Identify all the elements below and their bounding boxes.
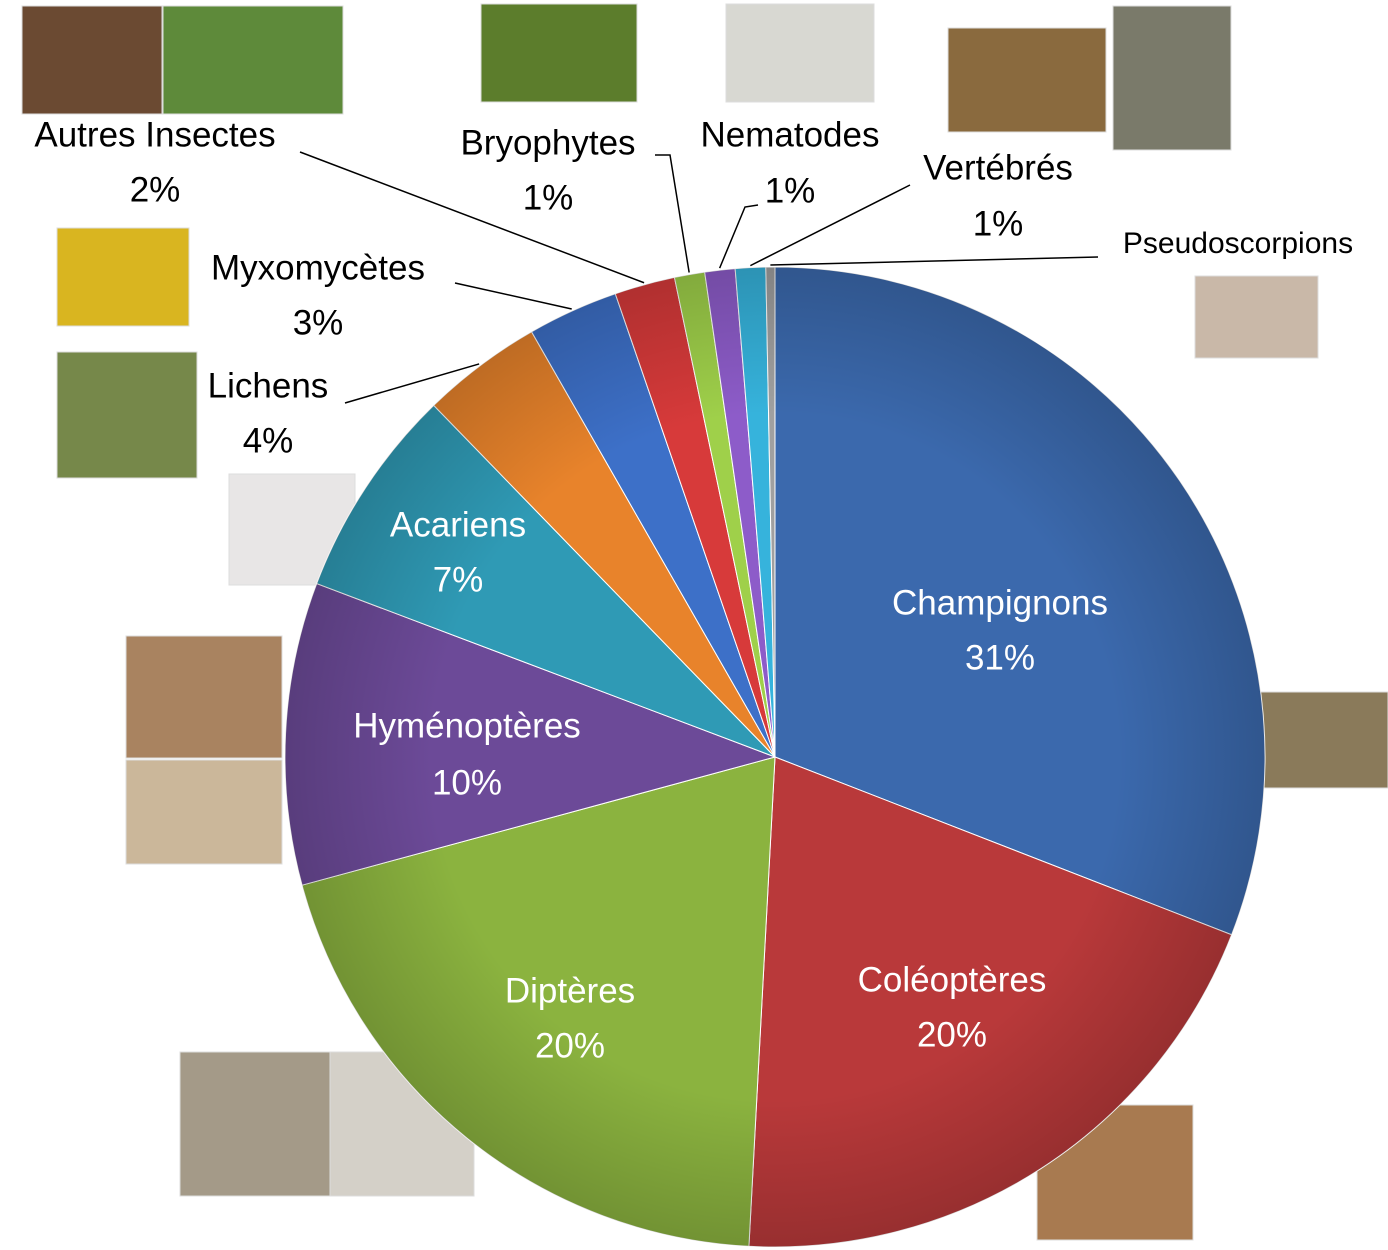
category-label: Champignons <box>892 583 1108 622</box>
photo <box>162 5 344 115</box>
category-label: Vertébrés <box>923 148 1073 187</box>
category-label: Diptères <box>505 971 635 1010</box>
category-label: Autres Insectes <box>34 115 275 154</box>
photo <box>1112 5 1232 151</box>
photos <box>21 3 1388 1241</box>
photo <box>125 759 283 865</box>
category-label: Myxomycètes <box>211 248 425 287</box>
value-label: 31% <box>965 638 1035 677</box>
photo <box>125 635 283 759</box>
value-label: 1% <box>523 178 574 217</box>
leader-line <box>718 204 759 269</box>
category-label: Hyménoptères <box>353 706 581 745</box>
value-label: 10% <box>432 763 502 802</box>
value-label: 20% <box>917 1015 987 1054</box>
photo <box>480 3 638 103</box>
photo <box>179 1051 331 1197</box>
leader-line <box>770 256 1099 266</box>
category-label: Acariens <box>390 505 526 544</box>
pie <box>284 266 1266 1248</box>
leader-line <box>655 154 690 273</box>
category-label: Pseudoscorpions <box>1123 227 1353 260</box>
photo <box>21 5 163 115</box>
photo <box>725 3 875 103</box>
photo <box>1194 275 1319 359</box>
leader-line <box>750 184 911 267</box>
value-label: 4% <box>243 421 294 460</box>
category-label: Coléoptères <box>858 960 1047 999</box>
value-label: 2% <box>130 170 181 209</box>
category-label: Nematodes <box>701 115 880 154</box>
category-label: Bryophytes <box>460 123 635 162</box>
value-label: 1% <box>973 204 1024 243</box>
leader-line <box>299 151 645 284</box>
value-label: 1% <box>765 171 816 210</box>
value-label: 20% <box>535 1026 605 1065</box>
leader-line <box>454 282 572 310</box>
value-label: 7% <box>433 560 484 599</box>
value-label: 3% <box>293 303 344 342</box>
photo <box>947 27 1107 133</box>
photo <box>56 351 198 479</box>
category-label: Lichens <box>208 366 329 405</box>
photo <box>56 227 190 327</box>
